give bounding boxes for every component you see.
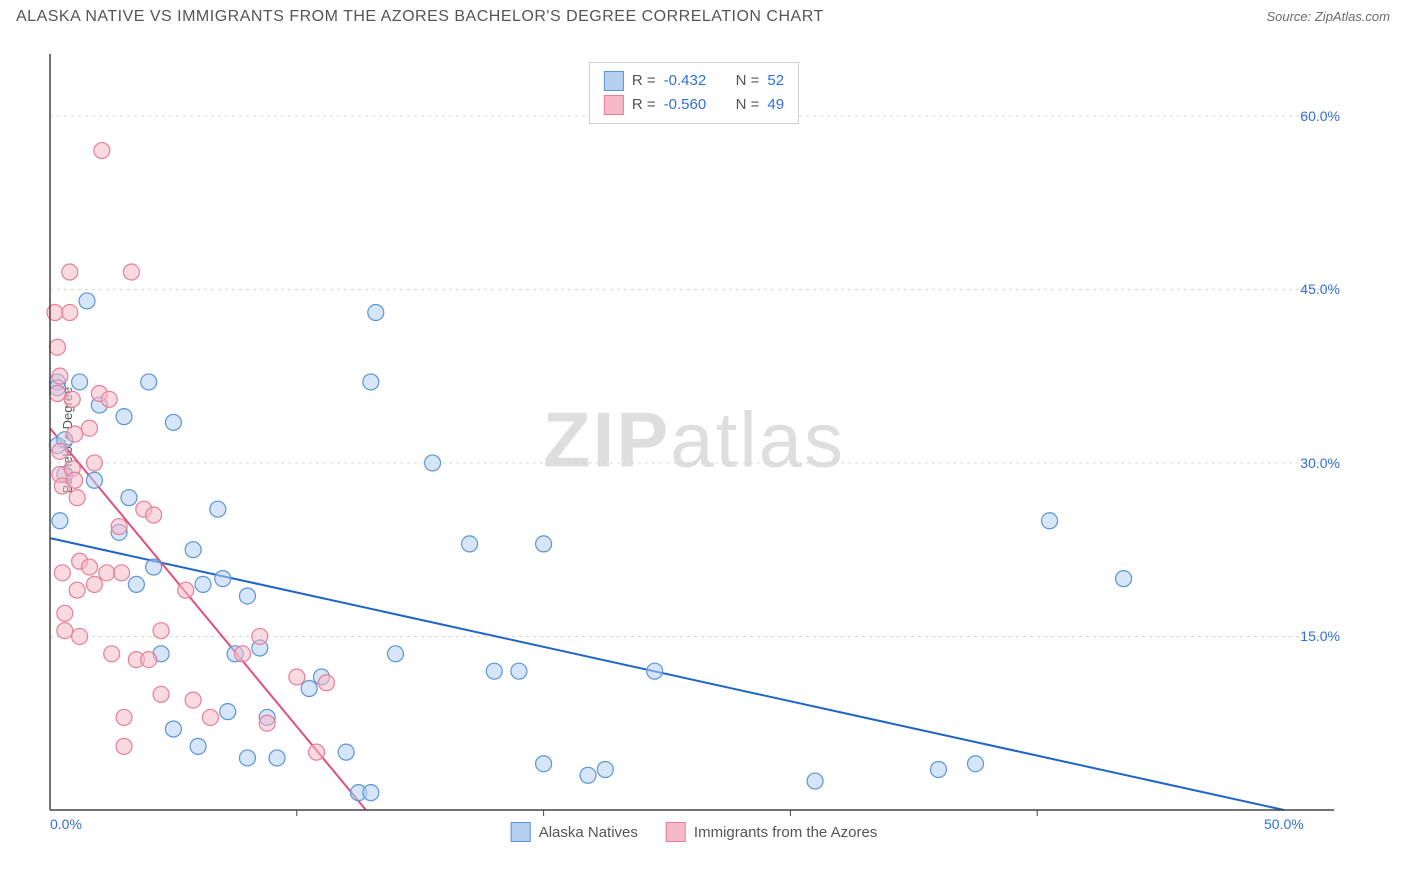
- source-credit: Source: ZipAtlas.com: [1266, 8, 1390, 26]
- source-name: ZipAtlas.com: [1315, 9, 1390, 24]
- chart-title: ALASKA NATIVE VS IMMIGRANTS FROM THE AZO…: [16, 8, 824, 26]
- legend-swatch: [666, 822, 686, 842]
- chart-container: Bachelor's Degree ZIPatlas R =-0.432N =5…: [44, 40, 1344, 840]
- x-tick-label: 50.0%: [1264, 816, 1304, 832]
- y-tick-label: 30.0%: [1300, 455, 1340, 471]
- series-legend-label: Immigrants from the Azores: [694, 824, 877, 841]
- y-tick-label: 15.0%: [1300, 628, 1340, 644]
- scatter-plot: [44, 40, 1344, 840]
- legend-r-value: -0.432: [664, 69, 728, 93]
- legend-r-label: R =: [632, 93, 656, 117]
- y-tick-label: 60.0%: [1300, 108, 1340, 124]
- legend-row: R = -0.560 N = 49: [604, 93, 784, 117]
- series-legend-item: Immigrants from the Azores: [666, 822, 877, 842]
- legend-n-value: 49: [767, 93, 784, 117]
- correlation-legend: R = -0.432 N = 52 R = -0.560 N = 49: [589, 62, 799, 124]
- legend-n-label: N =: [736, 69, 760, 93]
- legend-n-label: N =: [736, 93, 760, 117]
- legend-swatch: [604, 71, 624, 91]
- legend-n-value: 52: [767, 69, 784, 93]
- legend-row: R = -0.432 N = 52: [604, 69, 784, 93]
- source-prefix: Source:: [1266, 9, 1314, 24]
- legend-r-value: -0.560: [664, 93, 728, 117]
- legend-swatch: [511, 822, 531, 842]
- y-tick-label: 45.0%: [1300, 281, 1340, 297]
- series-legend-label: Alaska Natives: [539, 824, 638, 841]
- legend-swatch: [604, 95, 624, 115]
- x-tick-label: 0.0%: [50, 816, 82, 832]
- series-legend: Alaska Natives Immigrants from the Azores: [511, 822, 878, 842]
- legend-r-label: R =: [632, 69, 656, 93]
- series-legend-item: Alaska Natives: [511, 822, 638, 842]
